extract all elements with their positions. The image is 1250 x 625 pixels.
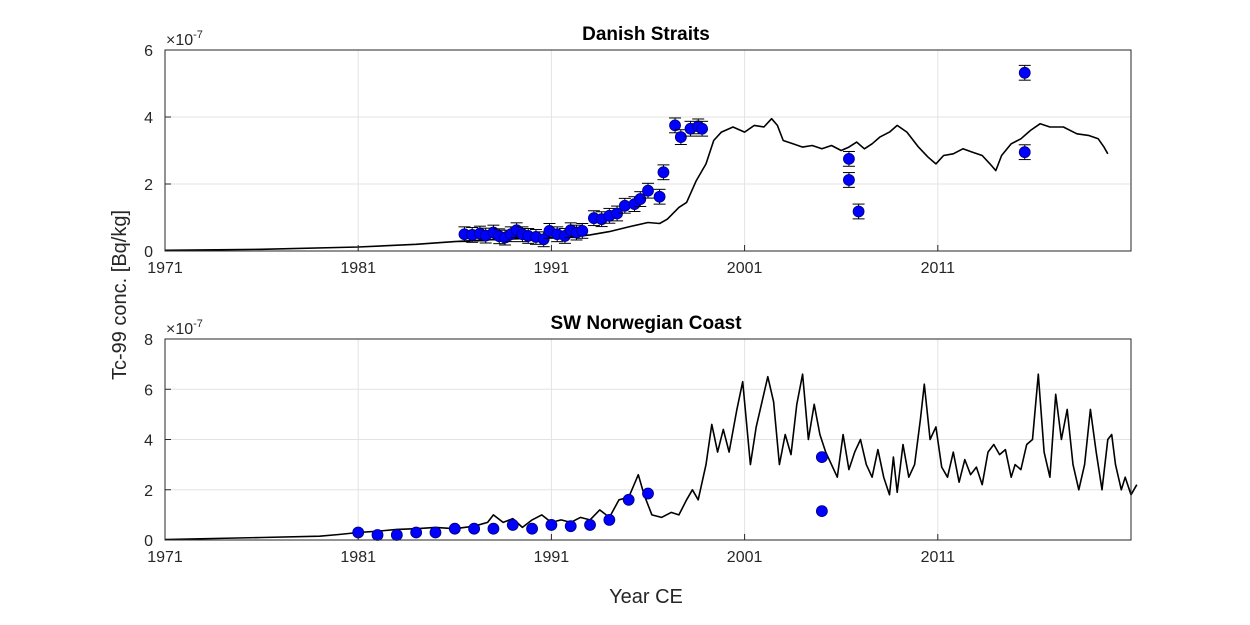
plot-area bbox=[165, 50, 1131, 251]
data-point bbox=[843, 174, 855, 186]
data-point bbox=[815, 505, 828, 518]
y-tick-label: 0 bbox=[144, 533, 153, 550]
x-tick-label: 1991 bbox=[534, 549, 570, 566]
data-point bbox=[642, 184, 654, 197]
exponent-base: ×10 bbox=[166, 321, 193, 338]
chart-title: SW Norwegian Coast bbox=[550, 313, 742, 334]
exponent-label: ×10-7 bbox=[166, 29, 203, 49]
data-point bbox=[545, 519, 558, 531]
x-tick-label: 1991 bbox=[534, 260, 570, 277]
chart-sw-norwegian-coast: 1971 1981 1991 2001 2011 0 2 4 6 8 SW Norwegian C… bbox=[144, 313, 1138, 566]
x-tick-label: 1971 bbox=[147, 549, 183, 566]
x-tick-label: 2011 bbox=[921, 549, 956, 566]
y-axis-label: Tc-99 conc. [Bq/kg] bbox=[109, 210, 131, 380]
data-point bbox=[526, 522, 538, 535]
data-point bbox=[576, 224, 589, 237]
data-point bbox=[603, 514, 616, 526]
data-point bbox=[584, 519, 596, 531]
chart-title: Danish Straits bbox=[582, 24, 710, 45]
data-point bbox=[448, 522, 461, 535]
data-point bbox=[564, 520, 577, 533]
exponent-power: -7 bbox=[193, 29, 203, 41]
y-tick-label: 8 bbox=[144, 332, 153, 349]
y-tick-label: 6 bbox=[144, 43, 153, 60]
data-point bbox=[815, 451, 828, 463]
x-tick-label: 2011 bbox=[921, 260, 956, 277]
series-line bbox=[164, 373, 1138, 541]
x-tick-label: 1971 bbox=[147, 260, 183, 277]
data-point bbox=[657, 166, 670, 179]
x-axis-label: Year CE bbox=[609, 586, 683, 608]
data-point bbox=[843, 152, 855, 165]
data-point bbox=[622, 493, 635, 506]
data-point bbox=[371, 529, 384, 541]
data-point bbox=[506, 519, 519, 531]
data-point bbox=[537, 233, 550, 246]
series-line bbox=[164, 117, 1109, 252]
y-tick-label: 4 bbox=[144, 433, 153, 450]
data-point bbox=[618, 199, 631, 212]
x-tick-label: 2001 bbox=[727, 549, 763, 566]
data-point bbox=[1018, 146, 1031, 159]
data-point bbox=[390, 529, 403, 541]
data-point bbox=[653, 190, 666, 203]
data-point bbox=[669, 119, 681, 132]
x-tick-label: 2001 bbox=[727, 260, 763, 277]
exponent-power: -7 bbox=[193, 318, 203, 330]
data-point bbox=[634, 193, 647, 205]
model-line bbox=[164, 117, 1109, 252]
exponent-label: ×10-7 bbox=[166, 318, 203, 338]
data-point bbox=[696, 122, 708, 135]
series-markers bbox=[458, 64, 1031, 248]
data-point bbox=[429, 526, 442, 539]
data-point bbox=[487, 522, 500, 535]
ticks: 1971 1981 1991 2001 2011 0 2 4 6 bbox=[144, 43, 955, 277]
data-point bbox=[852, 205, 865, 218]
data-point bbox=[410, 526, 423, 539]
series-markers bbox=[352, 451, 828, 541]
y-tick-label: 2 bbox=[144, 483, 153, 500]
exponent-base: ×10 bbox=[166, 32, 193, 49]
axes-box bbox=[164, 49, 1132, 252]
data-point bbox=[468, 522, 481, 535]
data-point bbox=[674, 131, 687, 144]
y-tick-label: 2 bbox=[144, 177, 153, 194]
ticks: 1971 1981 1991 2001 2011 0 2 4 6 8 bbox=[144, 332, 955, 566]
x-tick-label: 1981 bbox=[340, 549, 376, 566]
y-tick-label: 0 bbox=[144, 244, 153, 261]
data-point bbox=[1018, 66, 1031, 79]
data-point bbox=[642, 487, 654, 500]
y-tick-label: 6 bbox=[144, 382, 153, 399]
y-tick-label: 4 bbox=[144, 110, 153, 127]
model-line bbox=[164, 373, 1138, 541]
x-tick-label: 1981 bbox=[340, 260, 376, 277]
